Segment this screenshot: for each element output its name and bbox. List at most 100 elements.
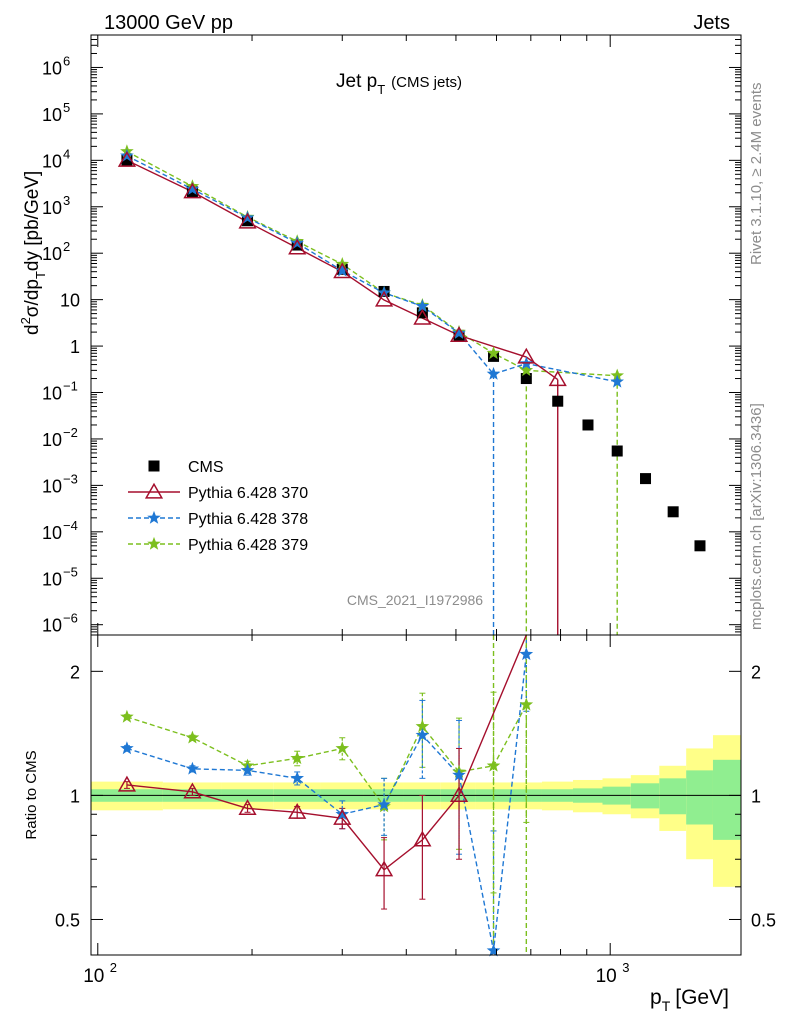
data-point [374, 290, 394, 307]
ratio-point [486, 943, 501, 957]
data-point [415, 299, 430, 313]
stat-band [659, 778, 687, 815]
y-tick-exp: −6 [63, 611, 78, 626]
main-x-ticks [97, 35, 611, 635]
x-tick-exp: 2 [110, 960, 117, 975]
x-tick-label: 10 [596, 966, 617, 987]
header-left: 13000 GeV pp [104, 12, 233, 34]
y-tick-label: 10 [42, 105, 62, 125]
y-tick-label: 10 [42, 198, 62, 218]
y-tick-exp: 3 [63, 193, 70, 208]
data-point [694, 540, 706, 552]
ratio-point [185, 761, 200, 775]
y-tick-label: 10 [42, 244, 62, 264]
data-point [333, 262, 352, 279]
data-point [121, 154, 133, 166]
title-sub: T [377, 82, 385, 97]
main-series-lines [126, 150, 618, 383]
data-point [517, 347, 536, 364]
ratio-point [183, 782, 202, 799]
series-line [126, 155, 618, 383]
ratio-point [120, 741, 134, 755]
y-tick-label: 10 [60, 291, 80, 311]
legend-marker [144, 482, 164, 499]
legend-marker [147, 510, 161, 524]
stat-band [686, 770, 713, 825]
data-point [183, 182, 202, 199]
ratio-series-lines [126, 634, 528, 951]
ratio-uncertainty-bands [91, 735, 741, 887]
xlabel-sub: T [662, 998, 671, 1014]
ratio-y-axis: 0.5 0.5 1 1 2 2 [55, 662, 776, 930]
y-tick-label: 2 [70, 662, 80, 682]
ylabel-sub: T [33, 271, 48, 279]
xlabel-main: p [650, 986, 662, 1009]
y-tick-label: 10 [42, 476, 62, 496]
data-point [290, 236, 304, 249]
data-point [335, 263, 350, 277]
ratio-y-label: Ratio to CMS [23, 750, 40, 839]
legend-marker [147, 536, 161, 550]
title-extra: (CMS jets) [391, 74, 462, 91]
ratio-point [117, 775, 137, 792]
data-point [185, 182, 200, 195]
data-point [120, 148, 134, 162]
data-point [582, 419, 594, 431]
ratio-point [290, 751, 304, 765]
data-point [238, 212, 257, 229]
x-tick-exp: 3 [622, 960, 629, 975]
data-point [520, 373, 532, 385]
data-point [667, 506, 679, 518]
y-tick-label-right: 2 [751, 662, 761, 682]
ratio-point [333, 808, 352, 825]
ratio-point [238, 799, 257, 815]
series-line [126, 150, 618, 377]
y-tick-label: 1 [70, 337, 80, 357]
data-point [486, 366, 501, 380]
ylabel-sup: 2 [18, 317, 33, 324]
x-tick-label: 10 [83, 966, 104, 987]
ratio-point [519, 647, 534, 661]
legend-label: Pythia 6.428 378 [188, 511, 308, 528]
ylabel-b: σ/dp [22, 279, 43, 317]
ratio-point [377, 797, 391, 811]
ratio-point [413, 830, 432, 847]
ylabel-a: d [22, 324, 43, 335]
rivet-label: Rivet 3.1.10, ≥ 2.4M events [748, 83, 765, 266]
stat-band [712, 759, 741, 840]
legend-label: Pythia 6.428 370 [188, 485, 308, 502]
ratio-point [415, 719, 430, 733]
ratio-point [290, 771, 304, 785]
plot-title: Jet pT (CMS jets) [336, 71, 462, 97]
main-error-bars [492, 370, 618, 635]
ratio-point [415, 728, 430, 741]
y-tick-exp: 5 [63, 100, 70, 115]
y-tick-label-right: 1 [751, 786, 761, 806]
legend-marker [148, 460, 160, 472]
main-markers [117, 144, 706, 552]
y-tick-exp: 2 [63, 239, 70, 254]
y-tick-exp: −1 [63, 379, 78, 394]
data-point [413, 308, 432, 325]
ratio-point [288, 802, 307, 819]
legend-label: Pythia 6.428 379 [188, 537, 308, 554]
ratio-point [185, 730, 200, 744]
header-right: Jets [693, 12, 730, 34]
ratio-x-axis: 10 2 10 3 [83, 635, 629, 987]
y-tick-label: 10 [42, 430, 62, 450]
ratio-point [452, 768, 466, 781]
data-point [611, 445, 623, 457]
ratio-point [240, 763, 255, 777]
y-tick-label-right: 0.5 [751, 910, 776, 930]
ratio-series-line [126, 634, 527, 871]
data-point [449, 326, 469, 342]
ratio-series-line [126, 654, 528, 951]
y-tick-label: 10 [42, 384, 62, 404]
legend: CMS Pythia 6.428 370 Pythia 6.428 378 Pythi… [128, 459, 308, 554]
y-tick-exp: 4 [63, 146, 70, 161]
y-axis-label: d2σ/dpTdy [pb/GeV] [18, 171, 48, 335]
data-point [488, 350, 500, 362]
y-tick-label: 10 [42, 58, 62, 78]
